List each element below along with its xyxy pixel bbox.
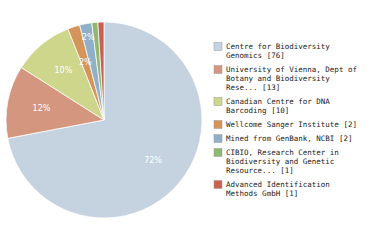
legend-swatch	[214, 43, 222, 51]
legend-label: Centre for BiodiversityGenomics [76]	[226, 42, 330, 60]
legend-item: Wellcome Sanger Institute [2]	[214, 120, 357, 129]
legend-item: Canadian Centre for DNABarcoding [10]	[214, 97, 330, 115]
pie	[6, 22, 202, 218]
data-label: 2%	[79, 58, 92, 67]
legend-swatch	[214, 98, 222, 106]
data-label: 10%	[55, 66, 73, 75]
data-labels: 72% 12% 10% 2% 2%	[33, 33, 163, 165]
data-label: 72%	[144, 156, 162, 165]
legend-label: Mined from GenBank, NCBI [2]	[226, 134, 352, 143]
legend-item: Advanced IdentificationMethods GmbH [1]	[214, 180, 330, 198]
pie-slice	[98, 22, 104, 120]
legend-item: Centre for BiodiversityGenomics [76]	[214, 42, 330, 60]
data-label: 12%	[33, 104, 51, 113]
legend-label: CIBIO, Research Center inBiodiversity an…	[226, 148, 339, 175]
legend-label: Advanced IdentificationMethods GmbH [1]	[226, 180, 330, 198]
legend-label: Wellcome Sanger Institute [2]	[226, 120, 357, 129]
legend-item: CIBIO, Research Center inBiodiversity an…	[214, 148, 339, 175]
pie-slice	[80, 23, 104, 120]
legend: Centre for BiodiversityGenomics [76] Univ…	[214, 42, 357, 198]
legend-swatch	[214, 121, 222, 129]
legend-swatch	[214, 149, 222, 157]
legend-item: University of Vienna, Dept ofBotany and …	[214, 65, 357, 92]
legend-swatch	[214, 66, 222, 74]
legend-label: Canadian Centre for DNABarcoding [10]	[226, 97, 330, 115]
legend-item: Mined from GenBank, NCBI [2]	[214, 134, 352, 143]
legend-label: University of Vienna, Dept ofBotany and …	[226, 65, 357, 92]
legend-swatch	[214, 181, 222, 189]
data-label: 2%	[82, 33, 95, 42]
legend-swatch	[214, 135, 222, 143]
chart: 72% 12% 10% 2% 2% Centre for BiodiversityGeno…	[0, 0, 380, 240]
